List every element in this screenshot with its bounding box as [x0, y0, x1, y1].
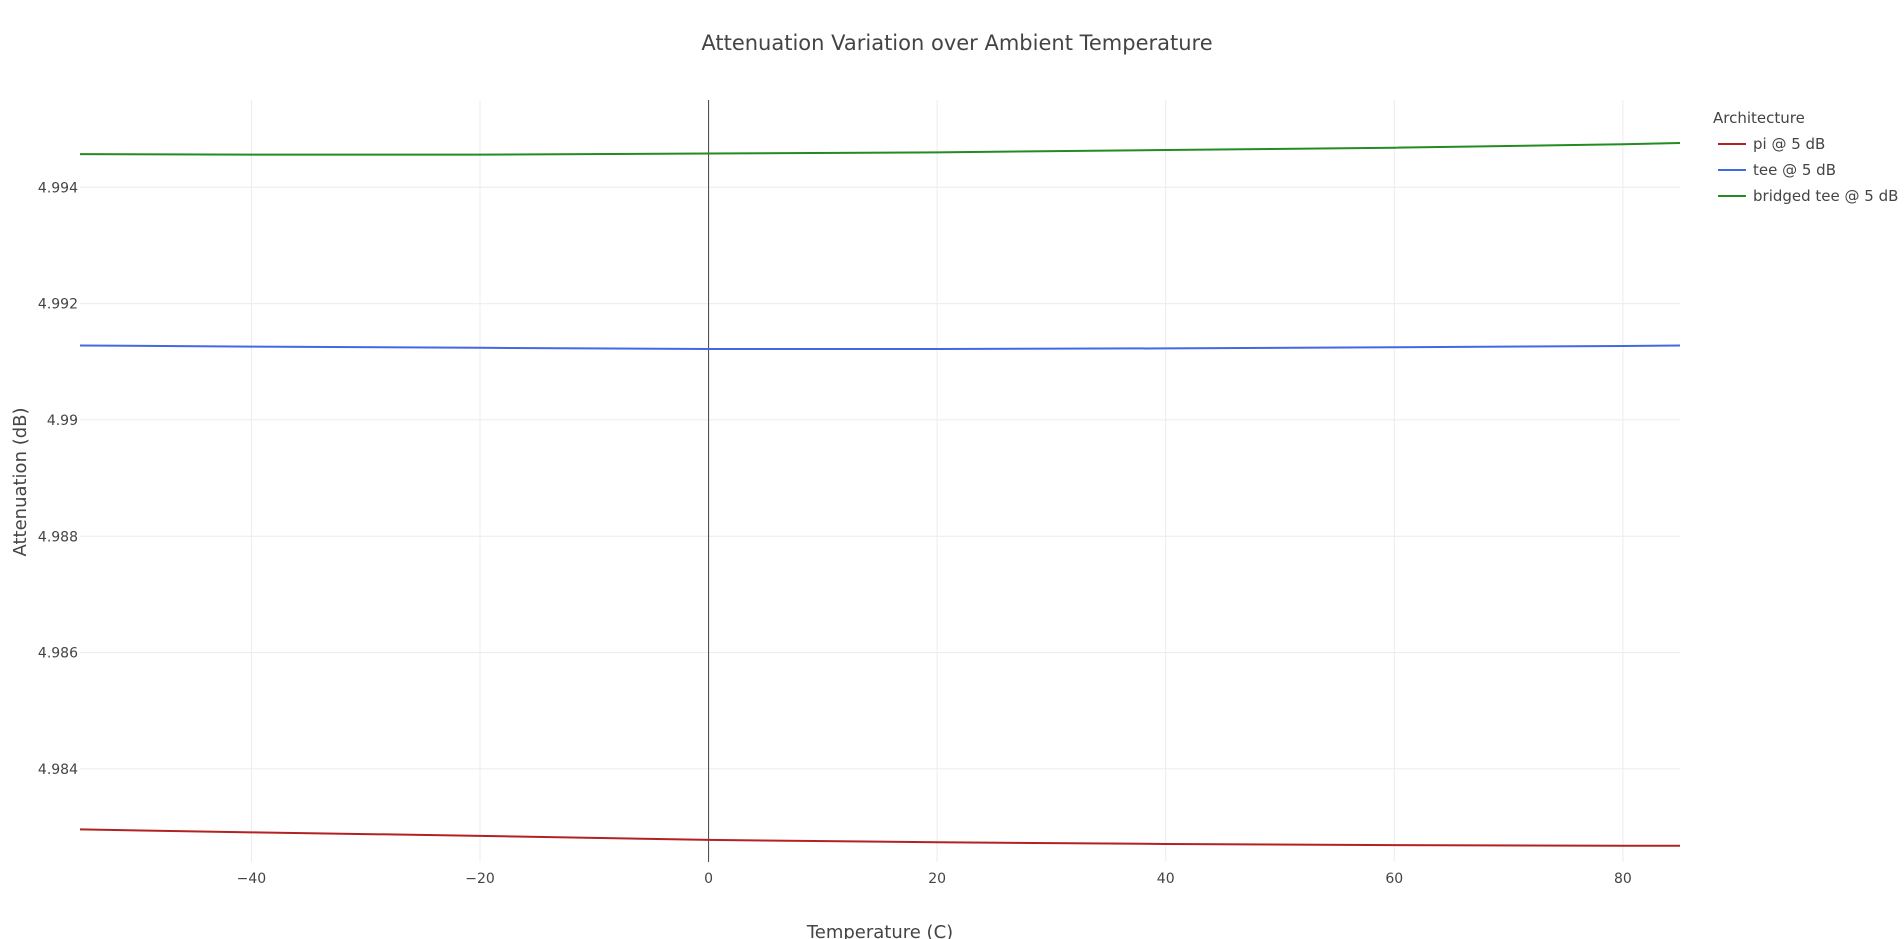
- y-tick-label: 4.99: [47, 413, 78, 429]
- y-tick-label: 4.984: [38, 762, 78, 778]
- y-axis-title: Attenuation (dB): [10, 407, 31, 556]
- x-tick-label: 0: [704, 871, 713, 887]
- x-tick-label: 20: [928, 871, 946, 887]
- x-tick-label: 60: [1385, 871, 1403, 887]
- x-axis-title: Temperature (C): [806, 922, 953, 939]
- grid-layer: [80, 100, 1680, 862]
- x-tick-label: 40: [1157, 871, 1175, 887]
- legend-label-0: pi @ 5 dB: [1753, 135, 1825, 153]
- legend: Architecture pi @ 5 dB tee @ 5 dB bridged …: [1713, 109, 1898, 205]
- x-tick-label: −40: [237, 871, 267, 887]
- legend-items: pi @ 5 dB tee @ 5 dB bridged tee @ 5 dB: [1718, 135, 1898, 205]
- series-line-0: [79, 828, 1680, 847]
- y-tick-labels: 4.984 4.986 4.988 4.99 4.992 4.994: [38, 180, 78, 778]
- x-tick-label: 80: [1614, 871, 1632, 887]
- legend-label-1: tee @ 5 dB: [1753, 161, 1836, 179]
- y-tick-label: 4.994: [38, 180, 78, 196]
- legend-label-2: bridged tee @ 5 dB: [1753, 187, 1898, 205]
- series-layer: [79, 142, 1681, 847]
- y-tick-label: 4.986: [38, 646, 78, 662]
- y-tick-label: 4.988: [38, 529, 78, 545]
- y-tick-label: 4.992: [38, 297, 78, 313]
- x-tick-label: −20: [465, 871, 495, 887]
- chart-title: Attenuation Variation over Ambient Tempe…: [701, 31, 1212, 55]
- series-line-2: [79, 142, 1681, 156]
- x-tick-labels: −40 −20 0 20 40 60 80: [237, 871, 1632, 887]
- legend-title: Architecture: [1713, 109, 1805, 127]
- series-line-1: [79, 344, 1681, 350]
